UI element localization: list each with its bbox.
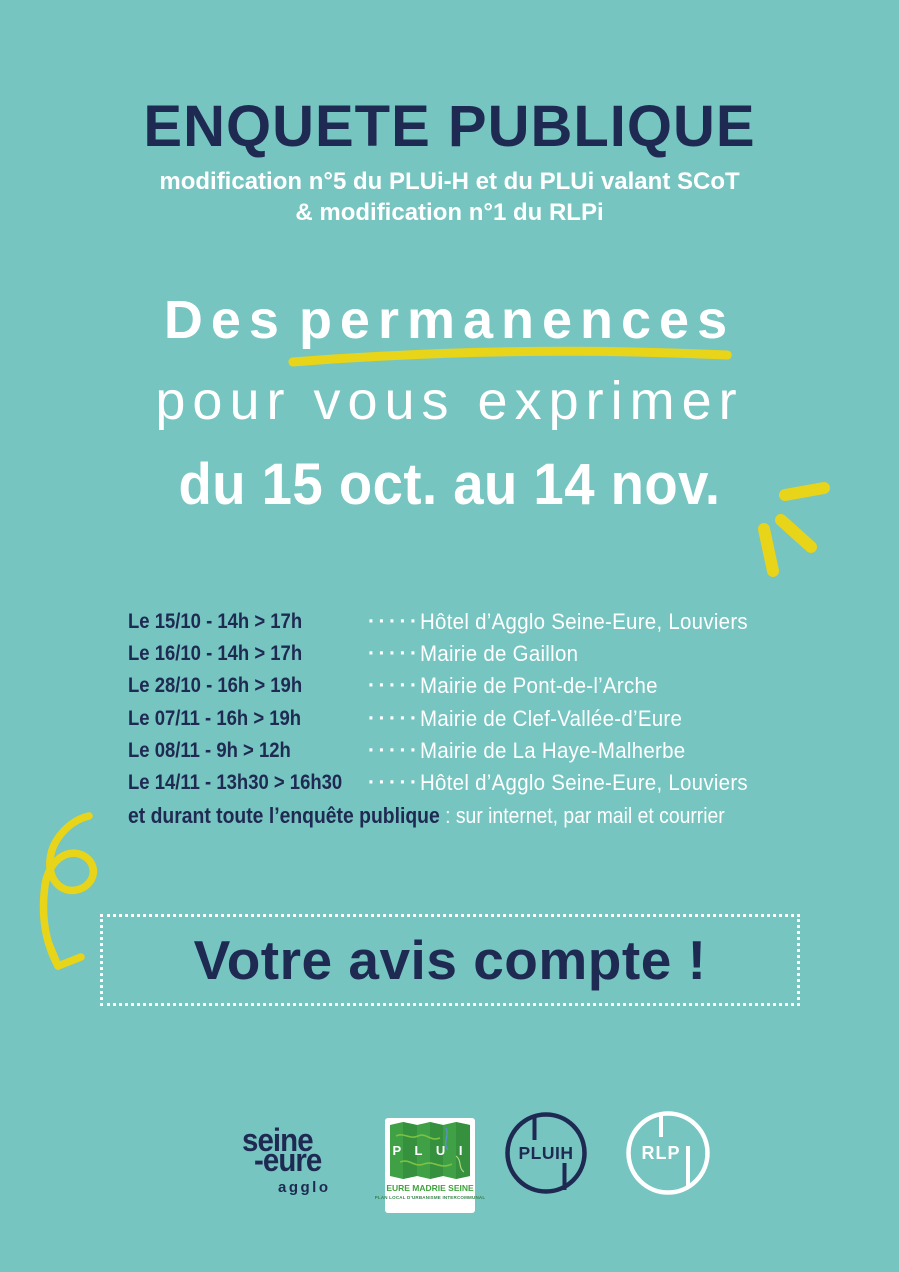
schedule-location: Hôtel d’Agglo Seine-Eure, Louviers xyxy=(420,609,748,635)
pluih-logo-label: PLUIH xyxy=(519,1143,574,1163)
schedule-date: Le 15/10 - 14h > 17h xyxy=(128,610,303,634)
hero-line1: Des permanences xyxy=(0,290,899,367)
schedule-date: Le 28/10 - 16h > 19h xyxy=(128,674,303,698)
schedule-location: Mairie de Clef-Vallée-d’Eure xyxy=(420,705,683,731)
schedule-date: Le 08/11 - 9h > 12h xyxy=(128,738,291,762)
rlpi-logo-label: RLP xyxy=(642,1143,681,1163)
schedule-location: Mairie de Gaillon xyxy=(420,641,579,667)
yellow-underline-icon xyxy=(288,346,732,367)
subtitle-line1: modification n°5 du PLUi-H et du PLUi va… xyxy=(159,168,740,196)
schedule-row: Le 14/11 - 13h30 > 16h30 ····· Hôtel d’A… xyxy=(128,767,868,799)
plui-logo-subtitle: PLAN LOCAL D’URBANISME INTERCOMMUNAL xyxy=(374,1195,486,1200)
dot-leader: ····· xyxy=(368,771,421,795)
subtitle: modification n°5 du PLUi-H et du PLUi va… xyxy=(0,166,899,228)
sparkle-rays-icon xyxy=(758,482,830,577)
hero-line3: du 15 oct. au 14 nov. xyxy=(178,452,721,517)
seine-eure-agglo-logo: seine -eure agglo xyxy=(230,1124,331,1195)
dot-leader: ····· xyxy=(368,610,421,634)
schedule-row: Le 28/10 - 16h > 19h ····· Mairie de Pon… xyxy=(128,670,868,702)
dot-leader: ····· xyxy=(368,642,421,666)
hero-line1-underlined-word: permanences xyxy=(288,290,735,367)
dot-leader: ····· xyxy=(368,738,421,762)
cta-box: Votre avis compte ! xyxy=(100,914,800,1006)
plui-eure-madrie-seine-logo: P L U I EURE MADRIE SEINE PLAN LOCAL D’U… xyxy=(375,1118,485,1213)
schedule-note-bold: et durant toute l’enquête publique xyxy=(128,803,440,829)
plui-logo-acronym: P L U I xyxy=(393,1143,468,1158)
header: ENQUETE PUBLIQUE modification n°5 du PLU… xyxy=(0,97,899,228)
cta-label: Votre avis compte ! xyxy=(193,929,707,991)
schedule-note: et durant toute l’enquête publique : sur… xyxy=(128,800,764,832)
schedule-row: Le 08/11 - 9h > 12h ····· Mairie de La H… xyxy=(128,735,868,767)
schedule-note-rest: : sur internet, par mail et courrier xyxy=(439,803,725,829)
hero-headline: Des permanences pour vous exprimer du 15 … xyxy=(0,290,899,516)
schedule-date: Le 07/11 - 16h > 19h xyxy=(128,706,302,730)
pluih-circle-logo: PLUIH xyxy=(505,1112,587,1194)
schedule-row: Le 16/10 - 14h > 17h ····· Mairie de Gai… xyxy=(128,638,868,670)
subtitle-line2: & modification n°1 du RLPi xyxy=(295,199,604,227)
loop-arrow-icon xyxy=(39,812,97,970)
schedule-location: Hôtel d’Agglo Seine-Eure, Louviers xyxy=(420,770,748,796)
dot-leader: ····· xyxy=(368,706,421,730)
seine-eure-logo-line2: -eure xyxy=(254,1142,322,1178)
hero-line2: pour vous exprimer xyxy=(155,371,744,431)
schedule-row: Le 07/11 - 16h > 19h ····· Mairie de Cle… xyxy=(128,703,868,735)
schedule-date: Le 16/10 - 14h > 17h xyxy=(128,642,303,666)
folded-map-icon: P L U I xyxy=(390,1122,470,1179)
schedule-location: Mairie de La Haye-Malherbe xyxy=(420,737,686,763)
rlpi-circle-logo: RLP xyxy=(626,1111,710,1195)
schedule-list: Le 15/10 - 14h > 17h ····· Hôtel d’Agglo… xyxy=(128,606,868,832)
dot-leader: ····· xyxy=(368,674,421,698)
seine-eure-logo-line3: agglo xyxy=(278,1179,331,1196)
plui-logo-region: EURE MADRIE SEINE xyxy=(386,1183,474,1193)
schedule-location: Mairie de Pont-de-l’Arche xyxy=(420,673,658,699)
page-title: ENQUETE PUBLIQUE xyxy=(143,94,756,159)
schedule-date: Le 14/11 - 13h30 > 16h30 xyxy=(128,771,343,795)
schedule-row: Le 15/10 - 14h > 17h ····· Hôtel d’Agglo… xyxy=(128,606,868,638)
hero-line1-prefix: Des xyxy=(163,290,287,350)
seine-eure-logo-line1: seine xyxy=(242,1122,314,1158)
